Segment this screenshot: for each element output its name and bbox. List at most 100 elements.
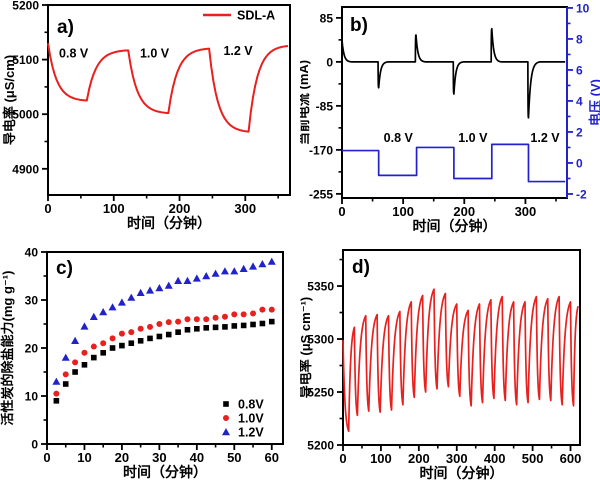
data-point bbox=[109, 335, 116, 342]
data-point bbox=[155, 284, 164, 292]
legend-label: SDL-A bbox=[237, 9, 275, 23]
x-tick-label: 60 bbox=[265, 450, 279, 465]
panel-letter: d) bbox=[352, 257, 370, 278]
x-tick-label: 300 bbox=[234, 201, 256, 216]
data-point bbox=[109, 345, 116, 351]
x-tick-label: 50 bbox=[227, 450, 241, 465]
panel-letter: a) bbox=[57, 17, 74, 38]
data-point bbox=[202, 272, 211, 280]
data-point bbox=[137, 325, 144, 332]
data-point bbox=[175, 318, 182, 325]
x-axis-ticks: 0 100 200 300 bbox=[44, 195, 279, 216]
x-tick-label: 10 bbox=[77, 450, 91, 465]
x-tick-label: 30 bbox=[152, 450, 166, 465]
y-axis-label: 导电率 (μS/cm) bbox=[2, 55, 17, 145]
data-point bbox=[267, 257, 276, 265]
y2-tick-label: 8 bbox=[576, 32, 583, 46]
data-point bbox=[221, 313, 228, 320]
data-point bbox=[127, 293, 136, 301]
data-point bbox=[250, 310, 257, 317]
data-point bbox=[99, 308, 108, 316]
data-point bbox=[61, 353, 70, 361]
y2-tick-label: 6 bbox=[576, 63, 583, 77]
x-tick-label: 200 bbox=[408, 451, 430, 466]
legend: 0.8V1.0V1.2V bbox=[222, 398, 264, 440]
x-tick-label: 400 bbox=[484, 451, 506, 466]
data-point bbox=[183, 276, 192, 284]
data-point bbox=[259, 306, 266, 313]
y-tick-label: 20 bbox=[25, 342, 39, 356]
data-point bbox=[128, 329, 135, 336]
x-axis-label: 时间（分钟） bbox=[413, 218, 497, 234]
x-axis-ticks: 0 100 200 300 bbox=[338, 198, 557, 219]
y-tick-label: 5300 bbox=[307, 333, 334, 347]
y-tick-label: 30 bbox=[25, 294, 39, 308]
data-point bbox=[220, 267, 229, 275]
y2-axis-ticks: 10 8 6 4 2 0 -2 bbox=[566, 1, 590, 201]
y2-axis-label: 电压 (V) bbox=[588, 79, 600, 126]
data-point bbox=[240, 311, 247, 318]
x-tick-label: 0 bbox=[44, 201, 51, 216]
series-0.8V bbox=[53, 318, 275, 404]
y2-tick-label: 10 bbox=[576, 1, 590, 15]
y-tick-label: -170 bbox=[309, 143, 333, 157]
data-point bbox=[62, 371, 69, 378]
data-point bbox=[222, 324, 228, 330]
y-tick-label: 5250 bbox=[307, 386, 334, 400]
panel-letter: b) bbox=[350, 15, 368, 36]
panel-a-chart: 0 100 200 300 5200 5100 5000 4900 时间（分钟） 导电率 (μS/… bbox=[2, 0, 291, 231]
y-axis-label: 当前电流 (mA) bbox=[300, 60, 311, 145]
y-tick-label: 85 bbox=[320, 11, 334, 25]
panel-letter: c) bbox=[56, 258, 73, 279]
data-point bbox=[156, 321, 163, 327]
data-point bbox=[174, 276, 183, 284]
data-point bbox=[184, 326, 191, 333]
data-point bbox=[137, 338, 144, 344]
data-point bbox=[118, 330, 125, 337]
y-axis-label: 活性炭的除盐能力(mg g⁻¹) bbox=[0, 271, 15, 426]
panel-b: 0 100 200 300 85 0 -85 -170 -255 10 8 6 4 2 0 -2 时间（分钟） 当… bbox=[296, 0, 600, 241]
legend-label: 0.8V bbox=[238, 398, 264, 412]
data-point bbox=[230, 267, 239, 275]
legend-marker-sample bbox=[223, 415, 229, 421]
data-point bbox=[72, 359, 79, 366]
data-point bbox=[164, 281, 173, 289]
data-point bbox=[192, 274, 201, 282]
legend: SDL-A bbox=[203, 9, 275, 23]
data-point bbox=[119, 342, 125, 349]
data-point bbox=[117, 298, 126, 306]
y-axis-ticks: 5350 5300 5250 5200 bbox=[307, 258, 343, 453]
data-point bbox=[203, 325, 210, 331]
data-point bbox=[240, 322, 247, 329]
data-point bbox=[53, 398, 60, 404]
legend-label: 1.0V bbox=[238, 412, 264, 426]
data-point bbox=[193, 316, 200, 323]
data-point bbox=[89, 312, 98, 320]
y-tick-label: 5200 bbox=[12, 0, 39, 13]
annotation: 0.8 V bbox=[384, 131, 414, 145]
x-tick-label: 600 bbox=[560, 451, 582, 466]
x-axis-ticks: 0 100 200 300 400 500 600 bbox=[339, 445, 581, 466]
x-tick-label: 500 bbox=[522, 451, 544, 466]
data-point bbox=[146, 286, 155, 294]
x-tick-label: 40 bbox=[190, 450, 204, 465]
data-point bbox=[156, 333, 163, 340]
x-tick-label: 0 bbox=[43, 450, 50, 465]
x-tick-label: 20 bbox=[115, 450, 129, 465]
y-tick-label: 10 bbox=[25, 390, 39, 404]
y-tick-label: 0 bbox=[326, 55, 333, 69]
data-point bbox=[81, 362, 88, 368]
data-point bbox=[136, 288, 145, 296]
data-point bbox=[258, 260, 267, 268]
y-tick-label: 5200 bbox=[307, 439, 334, 453]
annotation: 1.2 V bbox=[530, 131, 560, 145]
data-point bbox=[203, 316, 210, 323]
annotation: 1.0 V bbox=[140, 46, 170, 60]
legend-marker-sample bbox=[223, 401, 229, 407]
series-SDL-A bbox=[47, 43, 289, 133]
data-point bbox=[147, 323, 154, 330]
y2-tick-label: 0 bbox=[576, 156, 583, 170]
series-1.2V bbox=[52, 257, 276, 385]
data-point bbox=[194, 326, 200, 332]
